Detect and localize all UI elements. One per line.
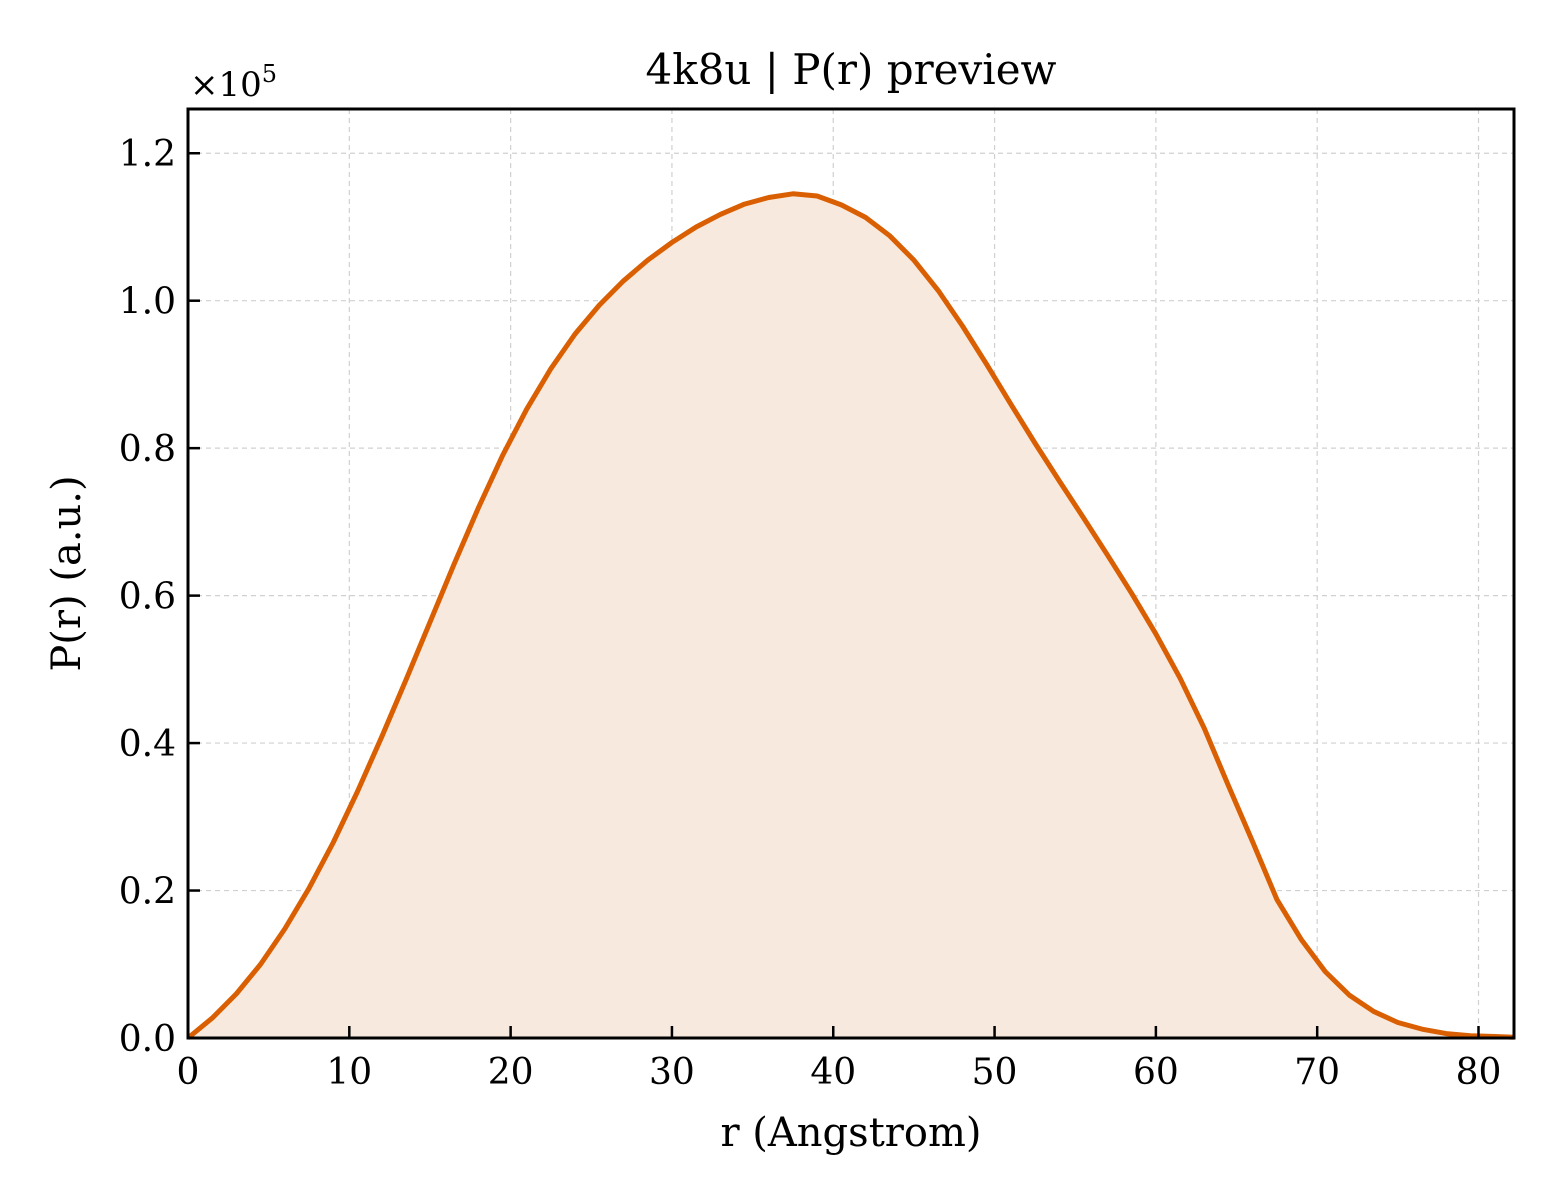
y-multiplier-exponent: 5 xyxy=(262,60,277,88)
x-tick-label: 10 xyxy=(326,1052,372,1093)
y-tick-label: 0.8 xyxy=(119,429,176,470)
y-tick-label: 0.0 xyxy=(119,1019,176,1060)
x-tick-label: 50 xyxy=(972,1052,1018,1093)
x-tick-label: 60 xyxy=(1133,1052,1179,1093)
y-tick-label: 0.4 xyxy=(119,724,176,765)
x-tick-label: 70 xyxy=(1294,1052,1340,1093)
y-multiplier-base: ×10 xyxy=(190,65,262,105)
series-line xyxy=(186,191,1515,1040)
y-axis-title: P(r) (a.u.) xyxy=(44,475,90,671)
plot-frame xyxy=(186,107,1516,1040)
x-axis-title: r (Angstrom) xyxy=(720,1110,981,1156)
y-tick-label: 0.2 xyxy=(119,872,176,913)
y-axis-multiplier: ×105 xyxy=(190,60,277,105)
area-fill xyxy=(188,193,1514,1039)
x-axis: 0 10 20 30 40 50 60 70 80 xyxy=(177,1026,1502,1093)
y-tick-label: 0.6 xyxy=(119,577,176,618)
y-tick-label: 1.2 xyxy=(119,134,176,175)
y-tick-label: 1.0 xyxy=(119,282,176,323)
chart-title: 4k8u | P(r) preview xyxy=(645,45,1056,94)
x-tick-label: 0 xyxy=(177,1052,200,1093)
x-tick-label: 40 xyxy=(810,1052,856,1093)
y-axis: 0.0 0.2 0.4 0.6 0.8 1.0 1.2 xyxy=(119,134,200,1060)
x-tick-label: 80 xyxy=(1456,1052,1502,1093)
x-tick-label: 30 xyxy=(649,1052,695,1093)
x-tick-label: 20 xyxy=(488,1052,534,1093)
